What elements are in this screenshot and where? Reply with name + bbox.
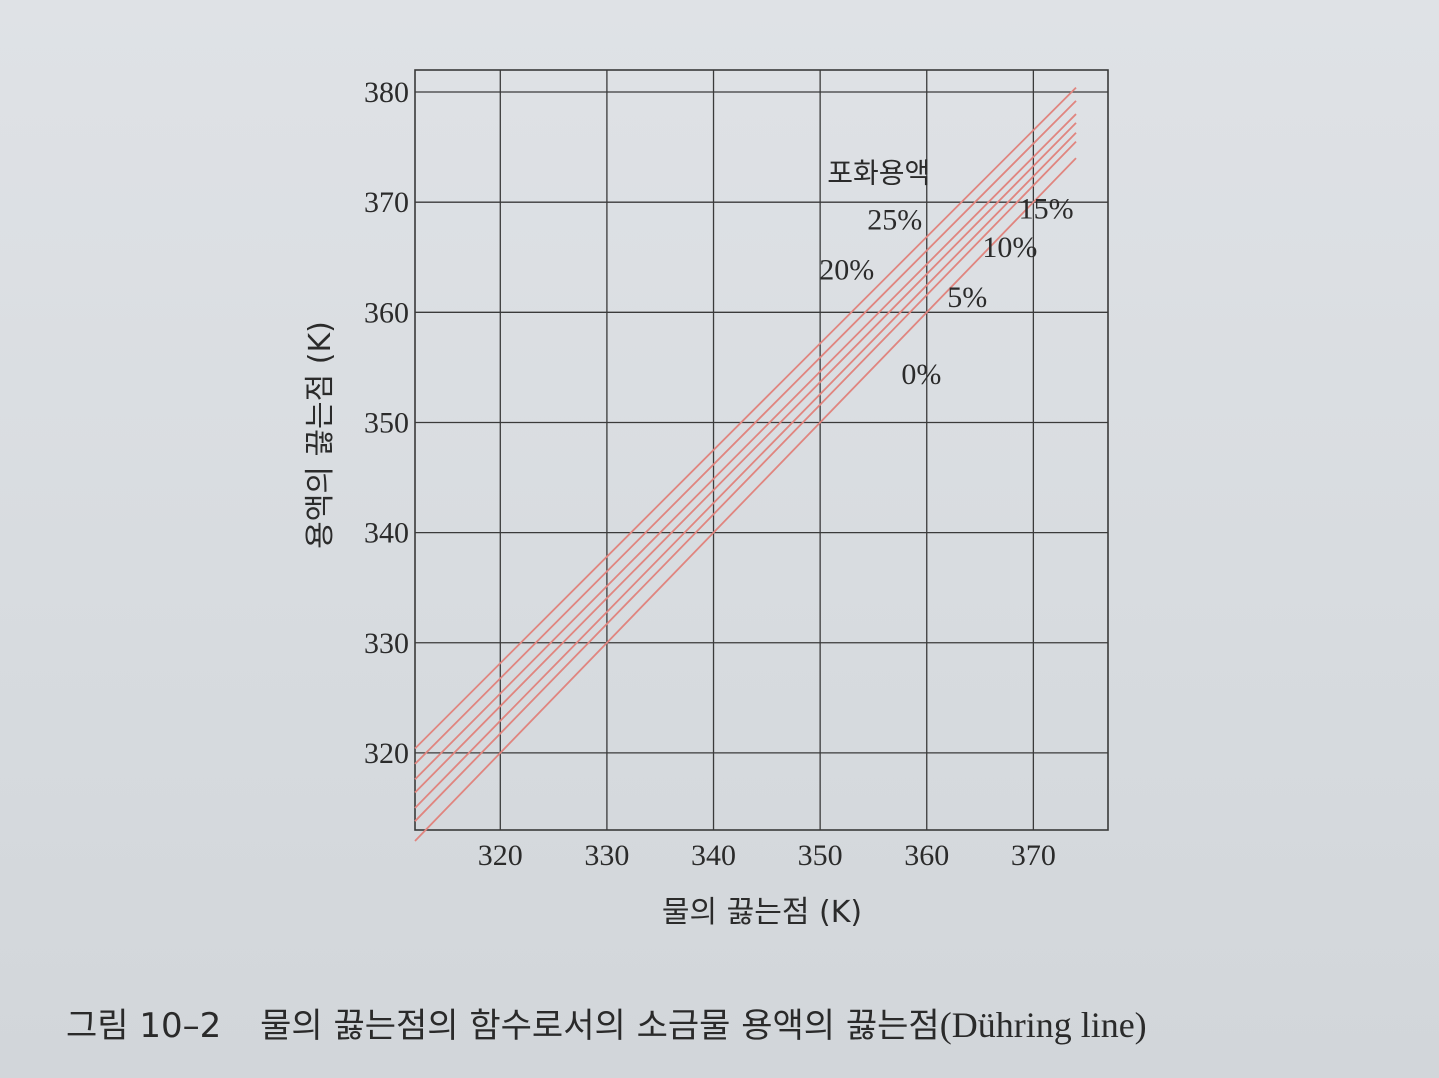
- caption-text: 물의 끓는점의 함수로서의 소금물 용액의 끓는점: [260, 1006, 940, 1046]
- annotation-5: 5%: [947, 281, 987, 314]
- annotation-2: 20%: [819, 253, 874, 286]
- y-tick-330: 330: [364, 627, 409, 660]
- y-tick-360: 360: [364, 296, 409, 329]
- y-tick-320: 320: [364, 737, 409, 770]
- annotation-4: 10%: [982, 231, 1037, 264]
- grid: [414, 69, 1109, 831]
- annotation-3: 15%: [1019, 193, 1074, 226]
- series-line-2: [414, 132, 1077, 809]
- y-tick-380: 380: [364, 76, 409, 109]
- annotations: 포화용액 25% 20% 15% 10% 5% 0%: [819, 156, 1073, 391]
- y-tick-340: 340: [364, 517, 409, 550]
- caption-latin: (Dühring line): [939, 1005, 1147, 1045]
- series-lines: [414, 86, 1077, 842]
- series-line-5: [414, 100, 1077, 765]
- x-axis-label: 물의 끓는점 (K): [662, 895, 862, 930]
- x-tick-340: 340: [691, 839, 736, 872]
- series-line-1: [414, 140, 1077, 822]
- x-tick-labels: 320 330 340 350 360 370: [478, 839, 1056, 872]
- y-tick-370: 370: [364, 186, 409, 219]
- x-tick-330: 330: [584, 839, 629, 872]
- x-tick-370: 370: [1011, 839, 1056, 872]
- figure-caption: 그림 10–2 물의 끓는점의 함수로서의 소금물 용액의 끓는점(Dührin…: [66, 998, 1396, 1047]
- series-line-3: [414, 122, 1077, 794]
- y-tick-labels: 320 330 340 350 360 370 380: [364, 76, 409, 770]
- annotation-0: 포화용액: [827, 156, 930, 189]
- annotation-6: 0%: [901, 358, 941, 391]
- y-tick-350: 350: [364, 406, 409, 439]
- plot-frame: [414, 69, 1109, 831]
- series-line-4: [414, 113, 1077, 780]
- x-tick-320: 320: [478, 839, 523, 872]
- caption-number: 그림 10–2: [66, 1006, 222, 1046]
- y-axis-label: 용액의 끓는점 (K): [303, 321, 338, 549]
- x-tick-360: 360: [904, 839, 949, 872]
- series-line-6: [414, 86, 1077, 750]
- duhring-chart: 320 330 340 350 360 370 320 330 340 350 360 370 380…: [303, 69, 1109, 930]
- series-line-0: [414, 157, 1077, 842]
- x-tick-350: 350: [798, 839, 843, 872]
- annotation-1: 25%: [867, 204, 922, 237]
